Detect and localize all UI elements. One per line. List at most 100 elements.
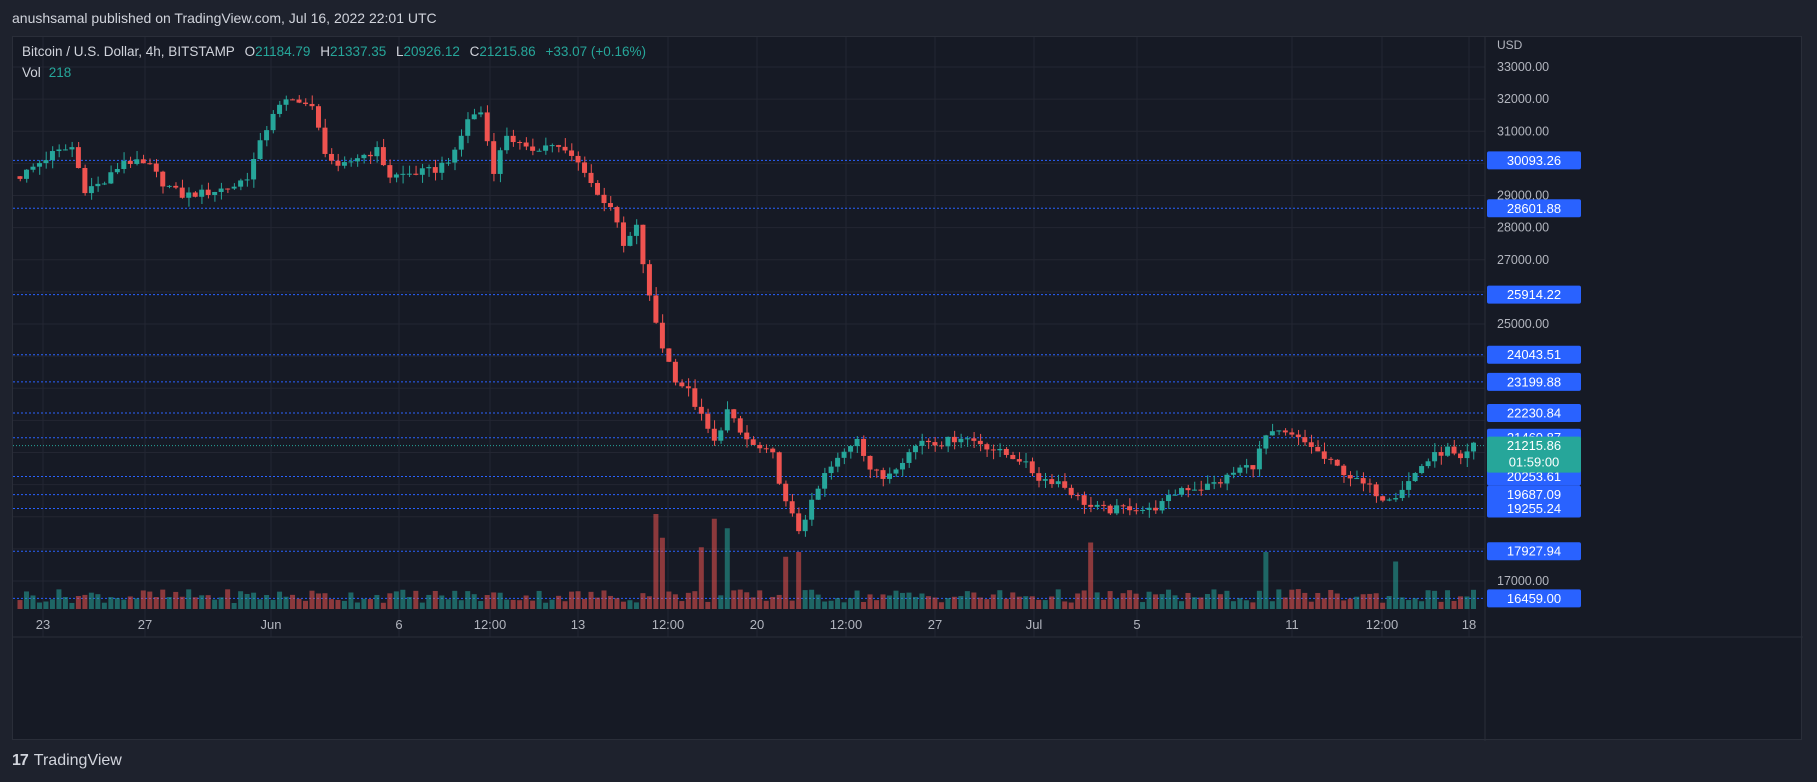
candle-body [1120, 505, 1126, 507]
candle-body [82, 168, 88, 194]
volume-bar [510, 599, 516, 609]
candle-body [640, 224, 646, 265]
candle-body [1295, 434, 1301, 438]
candle-body [912, 445, 918, 453]
candle-body [841, 451, 847, 458]
volume-bar [925, 596, 931, 609]
candle-body [809, 499, 815, 520]
volume-bar [705, 601, 711, 609]
candle-body [1081, 495, 1087, 505]
volume-bar [874, 600, 880, 609]
volume-bar [251, 592, 257, 609]
candle-body [536, 150, 542, 152]
time-tick-label: 18 [1462, 617, 1476, 632]
candle-body [1315, 446, 1321, 452]
candlesticks [17, 95, 1476, 537]
volume-bar [1243, 600, 1249, 609]
volume-bar [335, 599, 341, 609]
volume-bar [718, 595, 724, 609]
level-price-badge [1487, 372, 1581, 391]
candle-body [69, 147, 75, 150]
candle-body [1360, 478, 1366, 484]
volume-bar [270, 599, 276, 609]
volume-bar [426, 594, 432, 609]
volume-bar [478, 601, 484, 609]
volume-bar [731, 590, 737, 609]
time-tick-label: 11 [1285, 617, 1299, 632]
candle-body [510, 135, 516, 143]
volume-bar [108, 597, 114, 609]
candle-body [471, 114, 477, 120]
volume-bar [283, 596, 289, 609]
candle-body [627, 235, 633, 246]
candle-body [1198, 489, 1204, 491]
symbol-title[interactable]: Bitcoin / U.S. Dollar, 4h, BITSTAMP [22, 44, 235, 59]
volume-bar [439, 595, 445, 609]
volume-bar [62, 597, 68, 609]
volume-bar [783, 556, 789, 609]
candle-body [315, 106, 321, 128]
candle-body [406, 173, 412, 175]
candle-body [556, 145, 562, 147]
candle-body [387, 165, 393, 178]
candle-body [426, 167, 432, 169]
volume-bar [796, 552, 802, 609]
candle-body [1445, 446, 1451, 456]
candle-body [95, 183, 101, 187]
level-price-badge [1487, 403, 1581, 422]
candle-body [1036, 473, 1042, 481]
candle-body [160, 171, 166, 187]
volume-bar [620, 601, 626, 609]
time-tick-label: Jul [1026, 617, 1043, 632]
candle-body [783, 483, 789, 502]
chart-panel[interactable]: 30093.26 28601.88 25914.22 24043.51 23199.88… [12, 36, 1803, 741]
candle-body [1127, 506, 1133, 511]
level-price-label: 17927.94 [1507, 544, 1561, 559]
candle-body [445, 162, 451, 164]
volume-bar [659, 537, 665, 609]
price-tick-label: 25000.00 [1497, 317, 1549, 331]
volume-bar [1029, 596, 1035, 609]
high-label: H [320, 44, 330, 59]
candle-body [1217, 482, 1223, 484]
volume-bar [1438, 601, 1444, 609]
level-price-label: 16459.00 [1507, 591, 1561, 606]
volume-bar [757, 590, 763, 609]
volume-bar [951, 596, 957, 609]
volume-bar [938, 602, 944, 609]
open-label: O [244, 44, 256, 59]
candle-body [1328, 458, 1334, 460]
volume-bar [536, 590, 542, 609]
candle-body [1107, 505, 1113, 514]
candle-body [1380, 496, 1386, 501]
volume-bar [491, 592, 497, 609]
candle-body [153, 163, 159, 172]
candle-body [199, 189, 205, 197]
candle-body [698, 406, 704, 414]
candle-body [251, 158, 257, 180]
level-price-label: 25914.22 [1507, 287, 1561, 302]
volume-bar [724, 528, 730, 609]
candle-body [1386, 499, 1392, 501]
volume-bar [69, 602, 75, 609]
level-price-badge [1487, 589, 1581, 608]
volume-bar [1341, 600, 1347, 609]
volume-bar [1049, 596, 1055, 609]
candle-body [1399, 489, 1405, 499]
top-bar: anushsamal published on TradingView.com,… [0, 0, 1817, 34]
price-chart[interactable]: 30093.26 28601.88 25914.22 24043.51 23199.88… [13, 37, 1803, 741]
volume-bar [1282, 597, 1288, 609]
volume-bar [244, 593, 250, 609]
grid-lines [13, 37, 1485, 637]
tradingview-brand[interactable]: TradingView [33, 752, 122, 769]
candle-body [432, 167, 438, 173]
candle-body [951, 436, 957, 443]
volume-bar [75, 596, 81, 609]
volume-bar [666, 591, 672, 609]
candle-body [1250, 465, 1256, 470]
tradingview-logo-icon[interactable]: 17 [12, 752, 29, 769]
candle-body [1432, 452, 1438, 462]
volume-bar [1432, 590, 1438, 609]
price-tick-label: 33000.00 [1497, 60, 1549, 74]
candle-body [361, 154, 367, 159]
